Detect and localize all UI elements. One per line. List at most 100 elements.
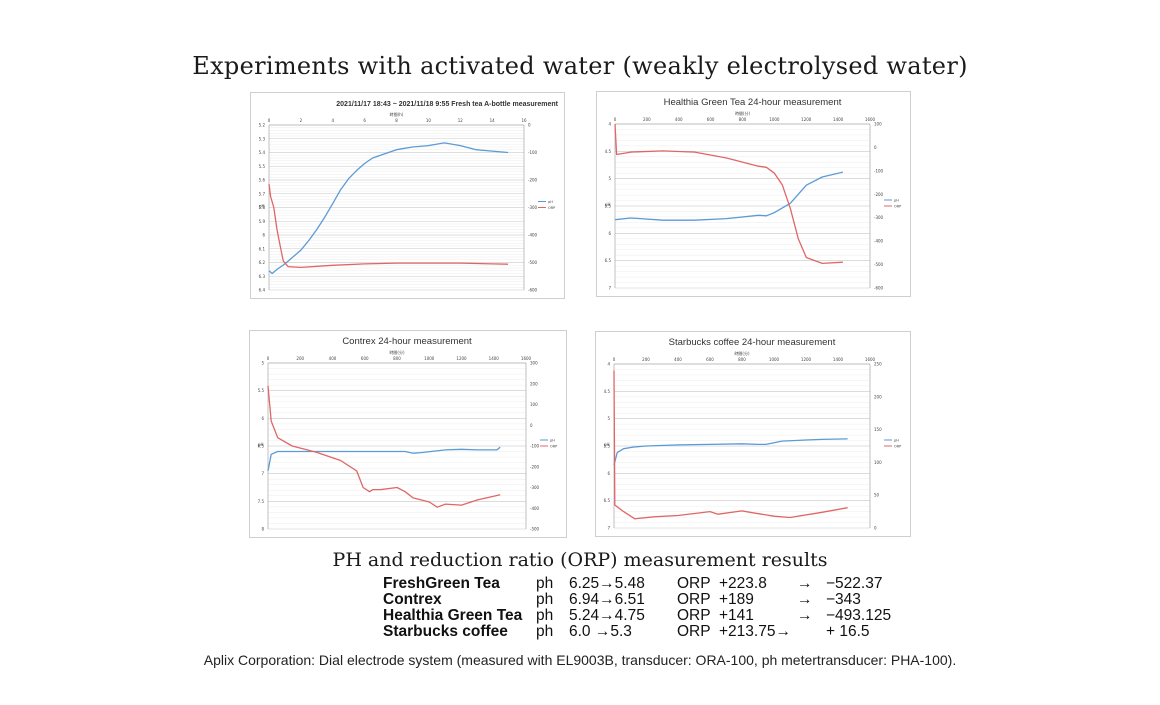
- ph-label: ph: [536, 607, 554, 624]
- y-tick-left: 5.5: [605, 204, 612, 209]
- y-tick-left: 7: [261, 471, 264, 476]
- arrow: →: [797, 607, 813, 624]
- drink-name: Contrex: [383, 591, 442, 608]
- y-tick-left: 5.5: [604, 444, 611, 449]
- y-tick-right: -200: [874, 192, 884, 197]
- y-tick-left: 5.6: [259, 178, 266, 183]
- x-tick: 10: [426, 118, 432, 123]
- y-tick-right: -100: [874, 168, 884, 173]
- x-tick: 16: [521, 118, 527, 123]
- legend-label: ORP: [894, 445, 901, 449]
- y-tick-right: -500: [874, 262, 884, 267]
- series-line-orp: [267, 385, 501, 508]
- footnote: Aplix Corporation: Dial electrode system…: [203, 652, 957, 668]
- chart-title: Starbucks coffee 24-hour measurement: [669, 337, 836, 348]
- series-line-ph: [267, 446, 501, 472]
- x-tick: 400: [329, 356, 337, 361]
- y-tick-left: 5: [607, 416, 610, 421]
- ph-change: 5.24→4.75: [569, 607, 645, 624]
- orp-end: −522.37: [826, 575, 883, 592]
- y-tick-right: 0: [874, 145, 877, 150]
- x-tick: 200: [296, 356, 304, 361]
- ph-change: 6.0 →5.3: [569, 623, 632, 640]
- y-tick-right: 200: [530, 381, 538, 386]
- x-tick: 1400: [833, 117, 844, 122]
- y-tick-left: 5.5: [259, 164, 266, 169]
- y-axis-label: pH: [258, 442, 264, 447]
- x-axis-label: 時間(分): [389, 349, 405, 355]
- x-tick: 2: [300, 118, 303, 123]
- y-tick-right: 200: [874, 394, 882, 399]
- arrow: →: [797, 591, 813, 608]
- x-tick: 1400: [489, 356, 500, 361]
- y-tick-right: -400: [528, 233, 538, 238]
- x-tick: 1600: [521, 356, 532, 361]
- chart-panel-healthia: Healthia Green Tea 24-hour measurement 時間…: [596, 91, 911, 297]
- x-tick: 800: [739, 117, 747, 122]
- legend-label: pH: [548, 200, 553, 204]
- y-tick-left: 6: [261, 416, 264, 421]
- orp-start: +213.75→: [719, 623, 791, 640]
- y-tick-left: 6.3: [259, 274, 266, 279]
- x-tick: 0: [268, 118, 271, 123]
- x-tick: 1000: [769, 357, 780, 362]
- orp-label: ORP: [677, 575, 711, 592]
- y-tick-right: -100: [528, 150, 538, 155]
- y-tick-right: -500: [530, 527, 540, 532]
- orp-end: −493.125: [826, 607, 892, 624]
- y-tick-left: 4.5: [605, 149, 612, 154]
- legend-label: pH: [550, 439, 555, 443]
- y-tick-right: 0: [528, 123, 531, 128]
- legend-label: ORP: [550, 445, 557, 449]
- y-tick-left: 5.5: [258, 388, 265, 393]
- x-tick: 1200: [801, 117, 812, 122]
- x-tick: 1000: [769, 117, 780, 122]
- ph-label: ph: [536, 623, 554, 640]
- y-tick-left: 4.5: [604, 389, 611, 394]
- y-tick-right: 0: [530, 423, 533, 428]
- x-tick: 1600: [865, 357, 876, 362]
- x-tick: 600: [707, 117, 715, 122]
- arrow: →: [797, 575, 813, 592]
- x-tick: 600: [706, 357, 714, 362]
- y-tick-right: -600: [874, 286, 884, 291]
- chart-svg: Contrex 24-hour measurement 時間(分) pH 5 5.5 6 6…: [258, 336, 558, 532]
- series-line-orp: [268, 184, 509, 269]
- y-tick-right: 50: [874, 493, 880, 498]
- ph-label: ph: [536, 575, 554, 592]
- x-tick: 400: [675, 117, 683, 122]
- y-axis-label: pH: [604, 442, 610, 447]
- x-tick: 800: [393, 356, 401, 361]
- y-axis-label: pH: [605, 202, 611, 207]
- y-tick-left: 6: [607, 471, 610, 476]
- y-tick-left: 5.3: [259, 136, 266, 141]
- y-tick-left: 8: [261, 527, 264, 532]
- y-tick-right: 100: [874, 122, 882, 127]
- x-tick: 1000: [424, 356, 435, 361]
- chart-title: Healthia Green Tea 24-hour measurement: [664, 97, 842, 108]
- x-tick: 400: [674, 357, 682, 362]
- y-tick-left: 7: [608, 286, 611, 291]
- x-axis-label: 時間(分): [735, 110, 751, 116]
- y-tick-right: 100: [874, 460, 882, 465]
- orp-label: ORP: [677, 623, 711, 640]
- orp-label: ORP: [677, 591, 711, 608]
- chart-svg: Starbucks coffee 24-hour measurement 時間(分…: [604, 337, 902, 531]
- y-tick-left: 6.4: [259, 288, 266, 293]
- x-tick: 0: [613, 357, 616, 362]
- series-line-ph: [614, 171, 844, 221]
- drink-name: Starbucks coffee: [383, 623, 508, 640]
- y-tick-right: -300: [530, 485, 540, 490]
- x-tick: 6: [363, 118, 366, 123]
- legend-label: ORP: [894, 205, 901, 209]
- x-tick: 0: [267, 356, 270, 361]
- x-tick: 1600: [865, 117, 876, 122]
- y-tick-left: 6.5: [604, 498, 611, 503]
- x-axis-label: 時間(h): [390, 111, 404, 117]
- x-tick: 4: [331, 118, 334, 123]
- y-tick-left: 6.2: [259, 260, 266, 265]
- x-tick: 200: [643, 117, 651, 122]
- y-tick-right: -200: [530, 464, 540, 469]
- orp-end: −343: [826, 591, 861, 608]
- results-title: PH and reduction ratio (ORP) measurement…: [332, 549, 828, 571]
